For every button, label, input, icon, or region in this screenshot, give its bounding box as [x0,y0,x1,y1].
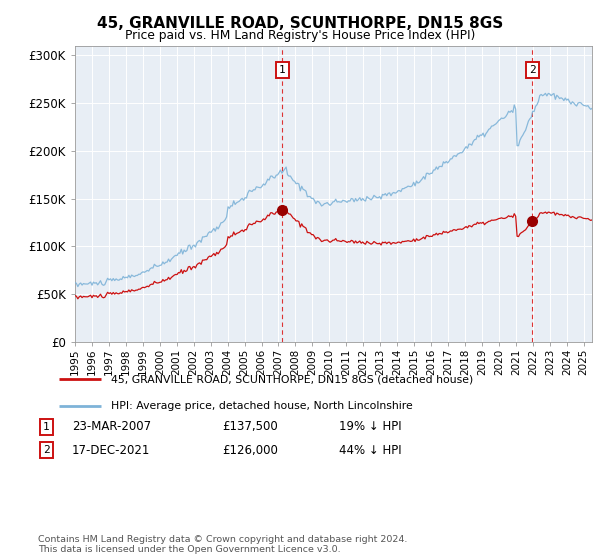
Text: Price paid vs. HM Land Registry's House Price Index (HPI): Price paid vs. HM Land Registry's House … [125,29,475,42]
Text: HPI: Average price, detached house, North Lincolnshire: HPI: Average price, detached house, Nort… [112,401,413,410]
Text: 2: 2 [529,65,536,75]
Text: 17-DEC-2021: 17-DEC-2021 [72,444,151,457]
Text: £137,500: £137,500 [222,420,278,433]
Text: £126,000: £126,000 [222,444,278,457]
Text: 45, GRANVILLE ROAD, SCUNTHORPE, DN15 8GS: 45, GRANVILLE ROAD, SCUNTHORPE, DN15 8GS [97,16,503,31]
Text: 1: 1 [279,65,286,75]
Text: 23-MAR-2007: 23-MAR-2007 [72,420,151,433]
Text: 1: 1 [43,422,50,432]
Text: 45, GRANVILLE ROAD, SCUNTHORPE, DN15 8GS (detached house): 45, GRANVILLE ROAD, SCUNTHORPE, DN15 8GS… [112,374,473,384]
Text: 44% ↓ HPI: 44% ↓ HPI [339,444,401,457]
Text: 2: 2 [43,445,50,455]
Text: 19% ↓ HPI: 19% ↓ HPI [339,420,401,433]
Text: Contains HM Land Registry data © Crown copyright and database right 2024.
This d: Contains HM Land Registry data © Crown c… [38,535,407,554]
